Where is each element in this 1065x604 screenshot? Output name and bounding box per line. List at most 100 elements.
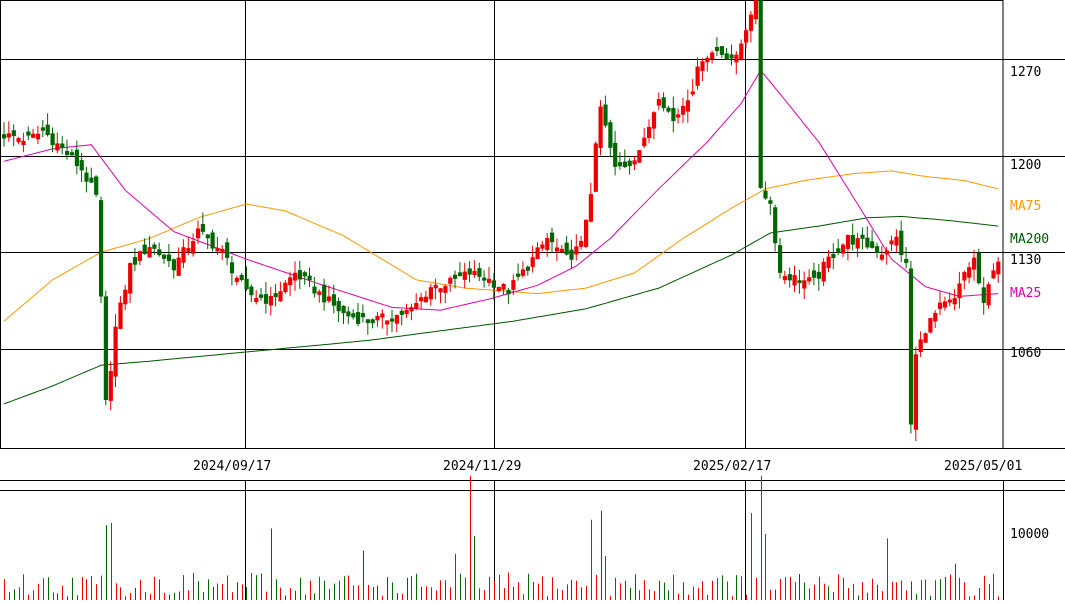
candle-body [574, 246, 579, 255]
candle-body [850, 235, 855, 245]
candle-body [162, 254, 167, 259]
candle-body [89, 177, 94, 183]
candle-body [414, 303, 419, 309]
candle-body [787, 274, 792, 281]
candle-body [205, 234, 210, 239]
candle-body [103, 296, 108, 400]
candle-body [409, 307, 414, 312]
candle-body [375, 316, 380, 321]
y-tick-label: 1130 [1010, 253, 1041, 268]
candle-body [113, 326, 118, 377]
y-tick-label: 1200 [1010, 158, 1041, 173]
candle-body [996, 261, 1001, 275]
candle-body [569, 249, 574, 260]
candle-body [419, 297, 424, 302]
candle-body [79, 160, 84, 171]
candle-body [259, 294, 264, 298]
candle-body [913, 354, 918, 430]
ma200-line [3, 215, 999, 405]
candle-body [647, 126, 652, 138]
candle-body [865, 237, 870, 248]
candle-body [2, 134, 7, 139]
candle-body [661, 97, 666, 109]
candle-body [889, 240, 894, 245]
candle-body [792, 275, 797, 286]
candle-body [268, 296, 273, 306]
candle-body [453, 274, 458, 279]
candle-body [550, 232, 555, 243]
candle-body [773, 207, 778, 244]
candle-body [816, 271, 821, 279]
volume-bars [4, 475, 999, 600]
candle-body [225, 242, 230, 258]
candle-body [69, 152, 75, 156]
candle-body [947, 299, 952, 303]
candle-body [249, 286, 254, 296]
candle-body [147, 247, 152, 258]
ma25-line [3, 69, 999, 311]
candle-body [84, 172, 89, 182]
candle-body [31, 133, 36, 138]
candle-body [506, 289, 511, 295]
candle-body [884, 250, 889, 255]
x-tick-label: 2025/02/17 [693, 459, 771, 474]
candle-body [768, 200, 773, 204]
candle-body [627, 160, 632, 167]
candle-body [433, 284, 438, 289]
candle-body [6, 133, 11, 138]
candle-body [918, 339, 923, 352]
candle-body [94, 176, 99, 195]
candle-body [685, 100, 690, 112]
candle-body [734, 54, 739, 63]
candle-body [894, 236, 899, 246]
candle-body [991, 270, 996, 279]
candle-body [710, 52, 715, 60]
candle-body [467, 268, 472, 275]
ma200-label: MA200 [1010, 232, 1049, 247]
x-axis-labels: 2024/09/17 2024/11/29 2025/02/17 2025/05… [193, 459, 1022, 474]
candle-body [191, 241, 196, 254]
candle-body [317, 291, 322, 295]
candle-body [622, 161, 627, 168]
candle-body [942, 301, 948, 308]
candle-body [976, 253, 981, 284]
candle-body [637, 150, 642, 163]
candle-body [559, 248, 564, 253]
candle-body [855, 238, 860, 249]
candle-body [186, 248, 191, 253]
candle-body [826, 256, 831, 269]
candle-body [554, 247, 560, 252]
candle-body [758, 0, 763, 188]
candle-body [821, 261, 826, 282]
candle-body [511, 280, 516, 290]
price-grid [0, 0, 1065, 449]
candle-body [588, 194, 593, 222]
price-y-axis-labels: 1270 1200 1130 1060 [1010, 65, 1041, 361]
candle-body [729, 54, 734, 59]
candle-body [525, 266, 530, 271]
candle-body [705, 57, 710, 63]
candle-body [763, 190, 768, 199]
candlesticks [2, 0, 1001, 441]
volume-y-axis-labels: 10000 [1010, 527, 1049, 542]
candle-body [137, 251, 142, 261]
candle-body [171, 259, 176, 271]
candle-body [972, 257, 977, 270]
candle-body [404, 309, 409, 314]
candle-body [584, 219, 589, 247]
y-tick-label: 1060 [1010, 346, 1041, 361]
candle-body [157, 249, 162, 256]
ma75-line [3, 170, 999, 322]
candle-body [45, 124, 50, 136]
candle-body [336, 301, 341, 312]
candle-body [55, 143, 60, 151]
candle-body [938, 302, 943, 309]
candle-body [229, 262, 235, 274]
candle-body [166, 254, 172, 262]
candle-body [744, 30, 749, 43]
candle-body [811, 270, 817, 278]
candle-body [370, 319, 375, 324]
candle-body [351, 313, 356, 318]
candle-body [598, 106, 603, 148]
candle-body [753, 0, 758, 20]
